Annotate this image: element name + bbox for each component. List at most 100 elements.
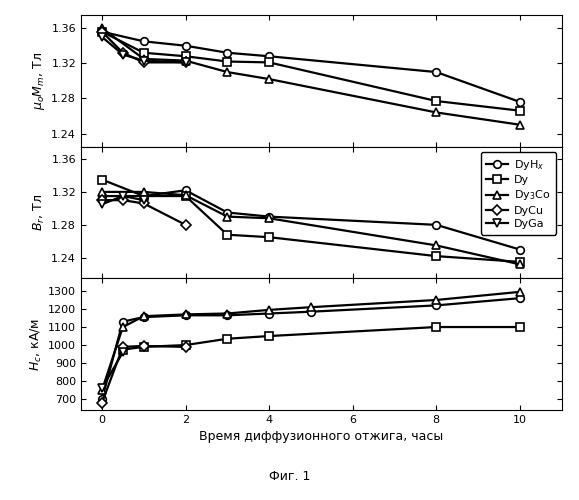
Line: DyH$_x$: DyH$_x$ bbox=[98, 186, 523, 254]
DyH$_x$ bbox=[224, 50, 231, 56]
Line: Dy: Dy bbox=[119, 323, 523, 354]
Line: DyH$_x$: DyH$_x$ bbox=[98, 294, 523, 403]
Dy bbox=[182, 193, 189, 199]
DyH$_x$ bbox=[98, 396, 105, 402]
Dy$_3$Co bbox=[224, 214, 231, 220]
Line: DyGa: DyGa bbox=[98, 192, 148, 208]
Dy bbox=[98, 176, 105, 182]
Line: DyCu: DyCu bbox=[98, 28, 189, 66]
DyH$_x$ bbox=[266, 214, 273, 220]
DyCu bbox=[182, 60, 189, 66]
Dy$_3$Co bbox=[140, 313, 147, 319]
DyH$_x$ bbox=[182, 312, 189, 318]
Text: Фиг. 1: Фиг. 1 bbox=[269, 470, 310, 483]
Dy bbox=[224, 58, 231, 64]
DyGa bbox=[119, 350, 126, 356]
Dy bbox=[516, 259, 523, 265]
Dy$_3$Co bbox=[266, 76, 273, 82]
Line: DyH$_x$: DyH$_x$ bbox=[98, 28, 523, 106]
Dy bbox=[433, 253, 439, 259]
DyCu bbox=[119, 50, 126, 56]
Dy bbox=[140, 344, 147, 350]
DyGa bbox=[98, 386, 105, 392]
Line: DyCu: DyCu bbox=[98, 196, 189, 228]
Dy bbox=[266, 234, 273, 240]
Dy bbox=[516, 324, 523, 330]
Dy$_3$Co bbox=[182, 192, 189, 198]
Dy bbox=[266, 333, 273, 339]
DyH$_x$ bbox=[224, 312, 231, 318]
DyCu bbox=[98, 28, 105, 34]
DyH$_x$ bbox=[516, 246, 523, 252]
Legend: DyH$_x$, Dy, Dy$_3$Co, DyCu, DyGa: DyH$_x$, Dy, Dy$_3$Co, DyCu, DyGa bbox=[481, 152, 556, 234]
Line: Dy$_3$Co: Dy$_3$Co bbox=[98, 288, 523, 394]
DyH$_x$ bbox=[516, 99, 523, 105]
Dy bbox=[182, 54, 189, 60]
Y-axis label: $\mu_o M_m$, Тл: $\mu_o M_m$, Тл bbox=[31, 52, 47, 110]
DyCu bbox=[119, 344, 126, 350]
DyH$_x$ bbox=[140, 314, 147, 320]
Dy$_3$Co bbox=[224, 310, 231, 316]
Dy$_3$Co bbox=[140, 189, 147, 195]
DyCu bbox=[119, 197, 126, 203]
DyH$_x$ bbox=[98, 193, 105, 199]
Y-axis label: $H_c$, кА/м: $H_c$, кА/м bbox=[29, 318, 44, 370]
Line: DyCu: DyCu bbox=[98, 342, 189, 406]
DyGa bbox=[182, 60, 189, 66]
Dy$_3$Co bbox=[516, 262, 523, 268]
Dy$_3$Co bbox=[433, 242, 439, 248]
DyH$_x$ bbox=[307, 308, 314, 314]
DyH$_x$ bbox=[266, 310, 273, 316]
DyH$_x$ bbox=[516, 295, 523, 301]
Dy$_3$Co bbox=[98, 25, 105, 31]
DyH$_x$ bbox=[182, 42, 189, 48]
DyH$_x$ bbox=[119, 318, 126, 324]
DyH$_x$ bbox=[182, 188, 189, 194]
DyH$_x$ bbox=[140, 193, 147, 199]
DyH$_x$ bbox=[98, 28, 105, 34]
DyCu bbox=[140, 60, 147, 66]
Dy bbox=[433, 98, 439, 104]
Dy$_3$Co bbox=[266, 216, 273, 222]
Line: DyGa: DyGa bbox=[98, 33, 189, 66]
DyGa bbox=[98, 202, 105, 207]
X-axis label: Время диффузионного отжига, часы: Время диффузионного отжига, часы bbox=[199, 430, 444, 444]
DyGa bbox=[140, 58, 147, 64]
DyCu bbox=[140, 200, 147, 206]
Dy$_3$Co bbox=[433, 297, 439, 303]
Line: Dy: Dy bbox=[98, 176, 523, 266]
Dy bbox=[140, 50, 147, 56]
Dy$_3$Co bbox=[307, 304, 314, 310]
Dy$_3$Co bbox=[182, 58, 189, 64]
Dy bbox=[433, 324, 439, 330]
DyGa bbox=[140, 197, 147, 203]
DyH$_x$ bbox=[433, 69, 439, 75]
DyH$_x$ bbox=[224, 210, 231, 216]
Dy$_3$Co bbox=[266, 307, 273, 313]
Line: Dy: Dy bbox=[98, 28, 523, 115]
Dy bbox=[266, 60, 273, 66]
Dy bbox=[98, 28, 105, 34]
Y-axis label: $B_r$, Тл: $B_r$, Тл bbox=[32, 194, 47, 231]
DyH$_x$ bbox=[266, 54, 273, 60]
Dy bbox=[224, 232, 231, 237]
DyH$_x$ bbox=[140, 38, 147, 44]
Dy$_3$Co bbox=[98, 189, 105, 195]
DyCu bbox=[98, 197, 105, 203]
DyGa bbox=[98, 34, 105, 40]
DyGa bbox=[119, 193, 126, 199]
Dy$_3$Co bbox=[119, 324, 126, 330]
Dy bbox=[140, 193, 147, 199]
DyCu bbox=[98, 400, 105, 406]
Dy$_3$Co bbox=[224, 69, 231, 75]
Dy bbox=[182, 342, 189, 348]
DyGa bbox=[119, 52, 126, 58]
DyCu bbox=[182, 222, 189, 228]
DyCu bbox=[182, 344, 189, 350]
Dy$_3$Co bbox=[516, 122, 523, 128]
DyH$_x$ bbox=[433, 302, 439, 308]
Dy$_3$Co bbox=[433, 110, 439, 116]
Dy$_3$Co bbox=[140, 56, 147, 62]
Dy bbox=[516, 108, 523, 114]
Dy$_3$Co bbox=[98, 387, 105, 393]
